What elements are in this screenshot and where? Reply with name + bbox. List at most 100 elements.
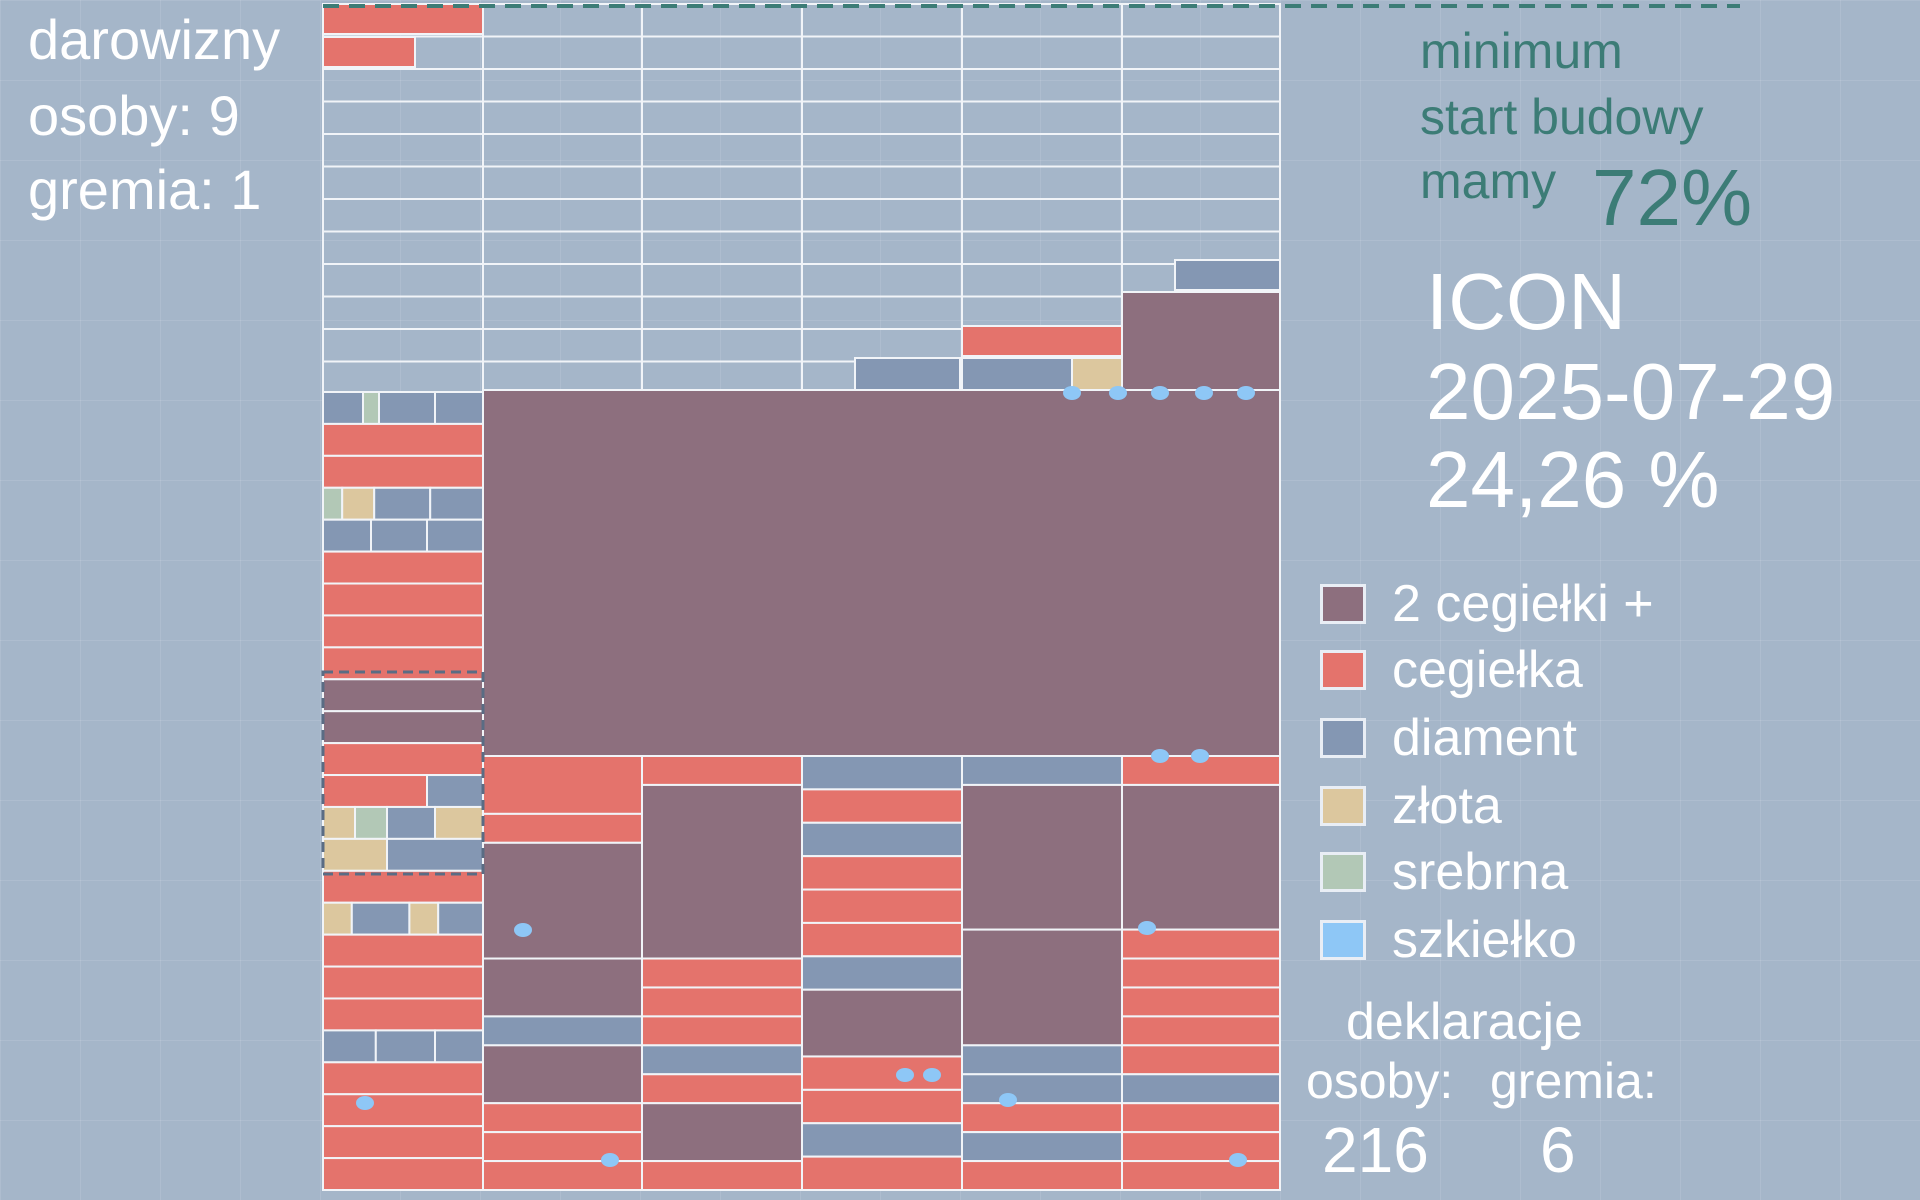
brick [322, 965, 484, 1000]
brick [408, 901, 440, 936]
group-dashed-outline [321, 670, 485, 876]
glass-marker [896, 1068, 914, 1082]
donations-persons: osoby: 9 [28, 88, 240, 144]
goal-line3: mamy [1420, 153, 1557, 209]
brick [961, 755, 1123, 786]
brick [1121, 783, 1281, 931]
declarations-title: deklaracje [1346, 993, 1584, 1051]
brick [1121, 1073, 1281, 1105]
legend-item-gold: złota [1320, 777, 1502, 835]
brick [482, 1160, 643, 1191]
brick [482, 755, 643, 815]
brick [322, 454, 484, 489]
legend-label: diament [1392, 709, 1577, 767]
brick [482, 1015, 643, 1047]
brick [801, 988, 963, 1058]
legend-label: cegiełka [1392, 641, 1583, 699]
brick [482, 841, 643, 960]
donations-title: darowizny [28, 8, 281, 71]
brick [350, 901, 411, 936]
brick [1121, 1102, 1281, 1134]
donations-persons-label: osoby: [28, 84, 193, 147]
brick [362, 391, 380, 425]
brick [1121, 1015, 1281, 1047]
glass-marker [1195, 386, 1213, 400]
legend-item-glass: szkiełko [1320, 911, 1577, 969]
brick [801, 955, 963, 991]
brick [322, 550, 484, 585]
brick [341, 486, 376, 521]
donations-boards-value: 1 [230, 158, 262, 221]
legend-swatch [1320, 786, 1366, 826]
brick [1174, 259, 1281, 291]
brick [1121, 1160, 1281, 1191]
brick [322, 1157, 484, 1191]
brick [1121, 1044, 1281, 1076]
brick [1121, 957, 1281, 989]
brick [322, 837, 388, 872]
brick [373, 486, 432, 521]
brick [322, 901, 353, 936]
donations-boards: gremia: 1 [28, 162, 261, 218]
brick [434, 805, 484, 840]
brick [322, 391, 364, 425]
goal-percent: 72% [1592, 153, 1753, 242]
brick [322, 997, 484, 1032]
brick [641, 1160, 803, 1191]
brick [1071, 357, 1123, 391]
legend-label: srebrna [1392, 843, 1569, 901]
brick [386, 837, 484, 872]
brick [641, 1073, 803, 1105]
brick [322, 805, 356, 840]
brick [801, 788, 963, 824]
brick [322, 614, 484, 649]
brick [322, 1125, 484, 1160]
brick [426, 518, 484, 553]
goal-line1: minimum [1420, 23, 1623, 79]
brick [322, 678, 484, 713]
legend-swatch [1320, 718, 1366, 758]
brick [322, 582, 484, 617]
declarations-persons-value: 216 [1322, 1114, 1429, 1186]
glass-marker [1191, 749, 1209, 763]
glass-marker [601, 1153, 619, 1167]
brick [1121, 291, 1281, 391]
brick [482, 957, 643, 1018]
brick [434, 1029, 484, 1064]
brick [434, 391, 484, 425]
glass-marker [514, 923, 532, 937]
brick [482, 812, 643, 844]
brick [961, 357, 1073, 391]
brick [322, 36, 416, 68]
brick [641, 957, 803, 989]
glass-marker [1151, 749, 1169, 763]
goal-line2: start budowy [1420, 89, 1704, 145]
brick [322, 933, 484, 968]
brick [322, 1093, 484, 1128]
brick [641, 755, 803, 786]
brick [482, 389, 1281, 757]
legend-item-2-bricks: 2 cegiełki + [1320, 575, 1654, 633]
brick [322, 1029, 377, 1064]
brick [482, 1102, 643, 1134]
brick [322, 422, 484, 457]
brick [437, 901, 485, 936]
glass-marker [356, 1096, 374, 1110]
glass-marker [1063, 386, 1081, 400]
brick [322, 774, 428, 808]
brick [641, 986, 803, 1018]
brick [482, 1044, 643, 1105]
brick [801, 755, 963, 791]
brick [801, 821, 963, 858]
brick [961, 1102, 1123, 1134]
brick [354, 805, 388, 840]
brick [961, 1044, 1123, 1076]
legend-item-brick: cegiełka [1320, 641, 1583, 699]
brick [801, 921, 963, 958]
brick [961, 783, 1123, 931]
legend-label: złota [1392, 777, 1502, 835]
status-percent: 24,26 % [1426, 435, 1720, 524]
glass-marker [1151, 386, 1169, 400]
donations-boards-label: gremia: [28, 158, 215, 221]
